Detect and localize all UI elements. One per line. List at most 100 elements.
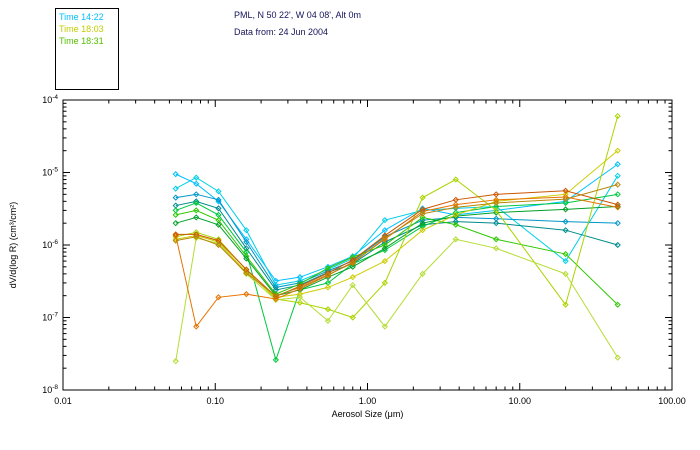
series-marker bbox=[193, 233, 200, 240]
series-marker bbox=[349, 274, 356, 281]
series-marker bbox=[562, 206, 569, 213]
series-marker bbox=[215, 221, 222, 228]
series-marker bbox=[452, 196, 459, 203]
series-marker bbox=[349, 260, 356, 267]
y-tick-label: 10-8 bbox=[42, 384, 58, 395]
series-marker bbox=[193, 214, 200, 221]
series-marker bbox=[296, 299, 304, 306]
series-marker bbox=[381, 257, 388, 265]
series-marker bbox=[614, 354, 621, 361]
series-marker bbox=[381, 279, 388, 287]
series-marker bbox=[193, 180, 200, 187]
series-marker bbox=[172, 185, 179, 192]
series-line bbox=[175, 115, 619, 319]
series-orange-b bbox=[172, 187, 621, 300]
x-tick-label: 1.00 bbox=[359, 396, 377, 406]
series-marker bbox=[562, 195, 569, 203]
series-olive bbox=[172, 181, 621, 299]
frame-rect bbox=[62, 99, 673, 391]
series-line bbox=[175, 237, 619, 362]
series-marker bbox=[562, 301, 569, 308]
series-marker bbox=[349, 281, 356, 289]
series-yellowgreen-b bbox=[172, 234, 621, 365]
series-marker bbox=[243, 245, 250, 252]
series-marker bbox=[349, 256, 356, 264]
series-marker bbox=[172, 220, 179, 227]
y-tick-label: 10-6 bbox=[42, 239, 58, 250]
series-marker bbox=[272, 356, 279, 364]
series-line bbox=[175, 193, 618, 288]
series-marker bbox=[272, 292, 279, 299]
series-marker bbox=[324, 317, 332, 324]
series-marker bbox=[614, 161, 621, 168]
series-marker bbox=[419, 214, 426, 221]
series-marker bbox=[172, 236, 179, 243]
series-marker bbox=[215, 294, 222, 301]
series-marker bbox=[614, 191, 621, 198]
series-marker bbox=[349, 314, 356, 321]
series-marker bbox=[562, 270, 569, 277]
x-tick-label: 0.10 bbox=[206, 396, 224, 406]
series-marker bbox=[419, 220, 426, 227]
series-marker bbox=[193, 198, 200, 205]
series-marker bbox=[562, 199, 569, 207]
series-marker bbox=[172, 237, 179, 244]
y-axis: 10-8 10-7 10-6 10-5 10-4 bbox=[42, 94, 672, 395]
series-marker bbox=[614, 181, 621, 188]
series-marker bbox=[193, 199, 200, 207]
x-axis-label: Aerosol Size (μm) bbox=[332, 409, 404, 419]
legend-box: Time 14:22 Time 18:03 Time 18:31 bbox=[55, 8, 119, 90]
series-marker bbox=[324, 271, 332, 278]
axis-titles: Aerosol Size (μm) dV/d(log R) (cm³/cm²) bbox=[8, 202, 403, 419]
series-marker bbox=[493, 196, 500, 203]
series-marker bbox=[493, 220, 500, 227]
legend-item-time-1422: Time 14:22 bbox=[59, 12, 104, 22]
series-marker bbox=[296, 283, 304, 290]
series-marker bbox=[172, 358, 179, 365]
series-line bbox=[175, 200, 618, 291]
series-marker bbox=[172, 231, 179, 238]
series-marker bbox=[562, 218, 569, 225]
series-yellow bbox=[172, 147, 621, 301]
series-marker bbox=[381, 323, 388, 330]
series-marker bbox=[243, 270, 250, 277]
series-marker bbox=[452, 218, 459, 225]
series-marker bbox=[193, 174, 200, 181]
series-marker bbox=[562, 227, 569, 234]
series-marker bbox=[272, 295, 279, 303]
series-marker bbox=[452, 211, 459, 219]
series-marker bbox=[296, 294, 304, 301]
series-marker bbox=[296, 291, 304, 298]
series-teal bbox=[172, 198, 621, 294]
series-marker bbox=[614, 301, 621, 308]
series-marker bbox=[324, 269, 332, 277]
series-marker bbox=[381, 245, 388, 252]
y-axis-label: dV/d(log R) (cm³/cm²) bbox=[8, 202, 18, 289]
series-marker bbox=[419, 223, 426, 230]
series-marker bbox=[381, 217, 388, 224]
series-line bbox=[175, 205, 618, 297]
series-marker bbox=[215, 241, 222, 249]
series-marker bbox=[493, 207, 500, 214]
x-axis: 0.01 0.10 1.00 10.00 100.00 bbox=[54, 100, 686, 406]
series-line bbox=[175, 209, 619, 306]
series-marker bbox=[452, 236, 459, 243]
series-line bbox=[175, 175, 619, 286]
legend-item-time-1831: Time 18:31 bbox=[59, 36, 104, 46]
series-line bbox=[175, 163, 619, 282]
series-marker bbox=[614, 112, 621, 120]
series-marker bbox=[193, 191, 200, 198]
legend-item-time-1803: Time 18:03 bbox=[59, 24, 104, 34]
series-marker bbox=[614, 204, 621, 211]
series-lines bbox=[172, 112, 621, 365]
series-marker bbox=[562, 187, 569, 194]
series-marker bbox=[215, 205, 222, 212]
series-marker bbox=[296, 284, 304, 291]
series-marker bbox=[493, 203, 500, 210]
series-marker bbox=[419, 194, 426, 201]
series-marker bbox=[215, 188, 222, 195]
series-marker bbox=[172, 194, 179, 201]
series-marker bbox=[172, 171, 179, 178]
